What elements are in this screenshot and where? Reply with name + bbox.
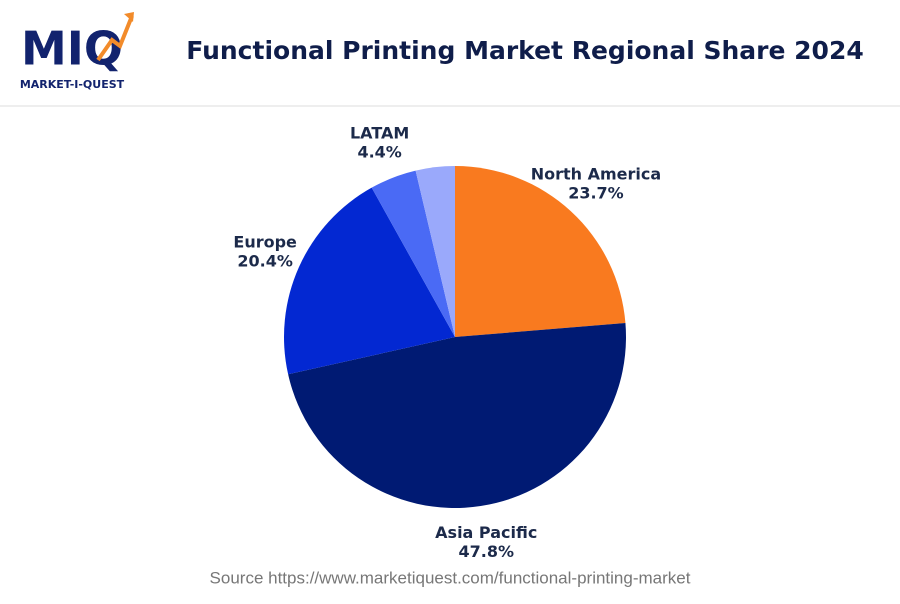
pie-slice (455, 166, 626, 337)
chart-title: Functional Printing Market Regional Shar… (186, 36, 864, 65)
pie-slice (284, 187, 455, 375)
logo-arrow (96, 15, 134, 62)
slice-label: LATAM (350, 124, 409, 143)
slice-label: Asia Pacific (435, 523, 537, 542)
slice-label: Europe (233, 233, 297, 252)
slice-value-label: 47.8% (458, 542, 514, 561)
pie-slice (415, 166, 455, 337)
logo-arrow-head (124, 12, 134, 22)
logo-subtitle: MARKET-I-QUEST (20, 78, 125, 91)
slice-value-label: 20.4% (237, 252, 293, 271)
slice-value-label: 4.4% (357, 143, 401, 162)
source: Source https://www.marketiquest.com/func… (210, 568, 691, 587)
slice-value-label: 23.7% (568, 184, 624, 203)
slice-label: North America (531, 165, 661, 184)
pie-slice (371, 170, 455, 337)
pie-slice (288, 323, 626, 509)
